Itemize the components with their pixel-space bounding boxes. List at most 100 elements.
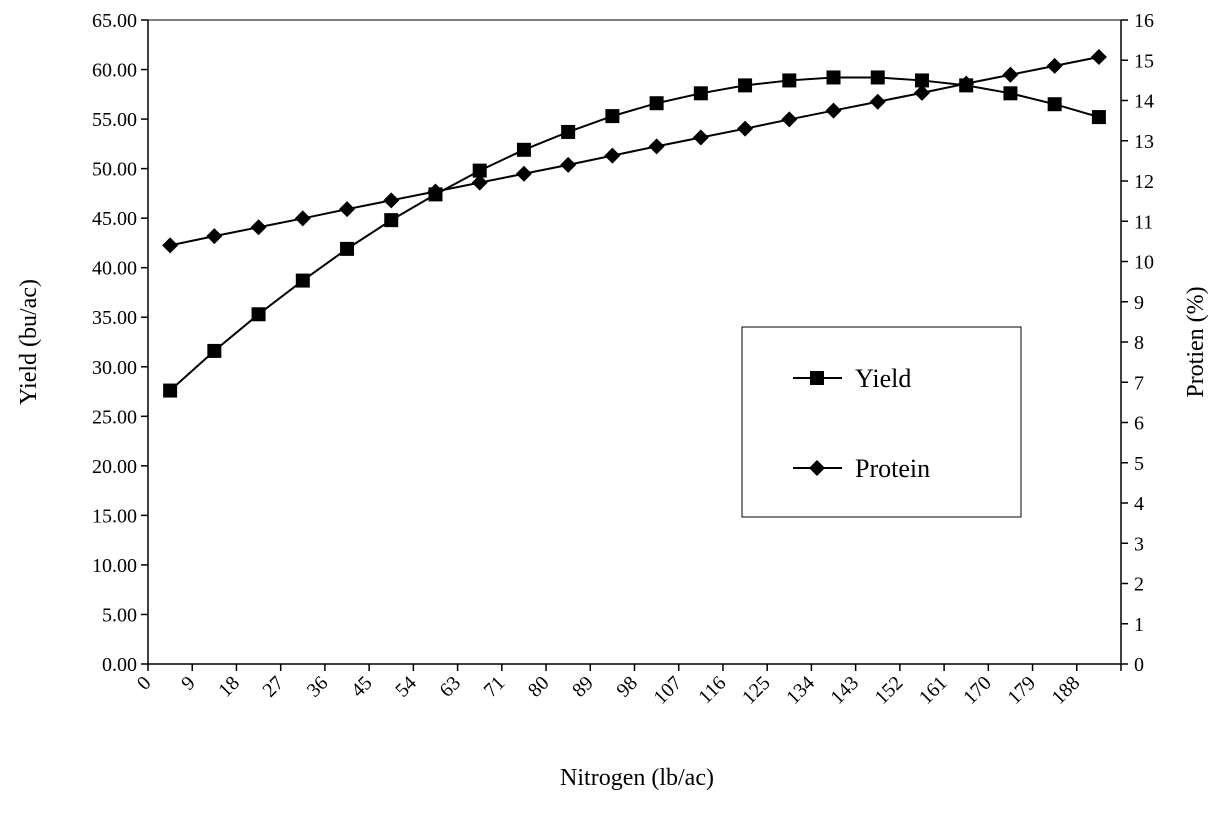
data-point-yield xyxy=(163,383,178,398)
y-right-tick-label: 0 xyxy=(1134,654,1144,676)
y-left-tick-label: 40.00 xyxy=(92,258,137,280)
data-point-yield xyxy=(1047,97,1062,112)
data-point-protein xyxy=(781,111,798,128)
y-left-tick-label: 30.00 xyxy=(92,357,137,379)
x-tick-label: 9 xyxy=(177,672,200,695)
y-left-tick-label: 60.00 xyxy=(92,60,137,82)
x-tick-label: 161 xyxy=(915,672,952,709)
y-right-tick-label: 12 xyxy=(1134,171,1154,193)
y-left-tick-label: 35.00 xyxy=(92,307,137,329)
data-point-yield xyxy=(1091,110,1106,125)
legend-yield-marker xyxy=(810,371,824,385)
x-tick-label: 45 xyxy=(347,672,377,702)
data-point-protein xyxy=(648,138,665,155)
y-right-tick-label: 16 xyxy=(1134,10,1154,32)
data-point-yield xyxy=(472,163,487,178)
x-tick-label: 170 xyxy=(959,672,996,709)
data-point-protein xyxy=(383,192,400,209)
y-right-tick-label: 6 xyxy=(1134,413,1144,435)
y-right-tick-label: 5 xyxy=(1134,453,1144,475)
x-tick-label: 27 xyxy=(259,672,289,702)
data-point-protein xyxy=(515,165,532,182)
data-point-protein xyxy=(206,228,223,245)
data-point-protein xyxy=(560,156,577,173)
y-left-tick-label: 5.00 xyxy=(102,604,137,626)
data-point-protein xyxy=(692,129,709,146)
y-right-tick-label: 13 xyxy=(1134,131,1154,153)
y-right-tick-label: 8 xyxy=(1134,332,1144,354)
x-tick-label: 18 xyxy=(214,672,244,702)
x-tick-label: 98 xyxy=(612,672,642,702)
data-point-protein xyxy=(1002,66,1019,83)
series-line-protein xyxy=(169,56,1100,247)
data-point-protein xyxy=(737,120,754,137)
data-point-protein xyxy=(1046,57,1063,74)
data-point-protein xyxy=(250,219,267,236)
data-point-protein xyxy=(294,210,311,227)
x-tick-label: 116 xyxy=(694,672,730,708)
data-point-yield xyxy=(384,213,399,228)
y-right-tick-label: 9 xyxy=(1134,292,1144,314)
data-point-yield xyxy=(516,142,531,157)
legend-yield-label: Yield xyxy=(855,364,911,393)
x-axis-title: Nitrogen (lb/ac) xyxy=(560,765,714,791)
y-right-tick-label: 7 xyxy=(1134,372,1144,394)
data-point-protein xyxy=(604,147,621,164)
y-right-tick-label: 4 xyxy=(1134,493,1144,515)
data-point-yield xyxy=(605,109,620,124)
data-point-yield xyxy=(251,307,266,322)
y-left-tick-label: 55.00 xyxy=(92,109,137,131)
data-point-yield xyxy=(649,96,664,111)
y-right-tick-label: 11 xyxy=(1134,211,1153,233)
y-left-tick-label: 65.00 xyxy=(92,10,137,32)
x-tick-label: 107 xyxy=(649,672,686,709)
x-tick-label: 71 xyxy=(480,672,510,702)
data-point-yield xyxy=(295,273,310,288)
x-tick-label: 134 xyxy=(782,672,819,709)
x-tick-label: 188 xyxy=(1048,672,1085,709)
series-line-yield xyxy=(169,76,1100,392)
y-left-tick-label: 50.00 xyxy=(92,159,137,181)
data-point-protein xyxy=(427,183,444,200)
x-tick-label: 0 xyxy=(133,672,156,695)
data-point-protein xyxy=(958,75,975,92)
y-right-tick-label: 10 xyxy=(1134,252,1154,274)
y-right-tick-label: 2 xyxy=(1134,574,1144,596)
data-point-yield xyxy=(693,86,708,101)
data-point-yield xyxy=(870,70,885,85)
data-point-protein xyxy=(869,93,886,110)
x-tick-label: 143 xyxy=(826,672,863,709)
x-tick-label: 179 xyxy=(1003,672,1040,709)
data-point-yield xyxy=(782,73,797,88)
y-left-tick-label: 45.00 xyxy=(92,208,137,230)
x-tick-label: 36 xyxy=(303,672,333,702)
x-axis-ticks: 0 9 18 27 36 45 54 63 71 80 89 98 107 116 125 134 143 152… xyxy=(133,664,1122,709)
data-point-yield xyxy=(561,124,576,139)
data-point-protein xyxy=(162,237,179,254)
legend-box xyxy=(741,326,1022,518)
data-point-protein xyxy=(825,102,842,119)
y-left-tick-label: 25.00 xyxy=(92,406,137,428)
data-point-yield xyxy=(340,241,355,256)
data-point-yield xyxy=(207,343,222,358)
series-layer xyxy=(162,49,1107,398)
x-tick-label: 89 xyxy=(568,672,598,702)
y-right-tick-label: 15 xyxy=(1134,50,1154,72)
data-point-yield xyxy=(738,78,753,93)
y-right-tick-label: 3 xyxy=(1134,533,1144,555)
y-left-tick-label: 20.00 xyxy=(92,456,137,478)
x-tick-label: 80 xyxy=(524,672,554,702)
x-tick-label: 125 xyxy=(738,672,775,709)
y-right-tick-label: 1 xyxy=(1134,614,1144,636)
y-right-tick-label: 14 xyxy=(1134,91,1154,113)
legend: Yield Protein xyxy=(741,326,1022,518)
data-point-protein xyxy=(1090,49,1107,66)
x-tick-label: 54 xyxy=(391,672,421,702)
x-tick-label: 63 xyxy=(435,672,465,702)
data-point-protein xyxy=(913,84,930,101)
y-axis-left-title: Yield (bu/ac) xyxy=(16,279,42,405)
y-left-tick-label: 10.00 xyxy=(92,555,137,577)
data-point-yield xyxy=(826,70,841,85)
